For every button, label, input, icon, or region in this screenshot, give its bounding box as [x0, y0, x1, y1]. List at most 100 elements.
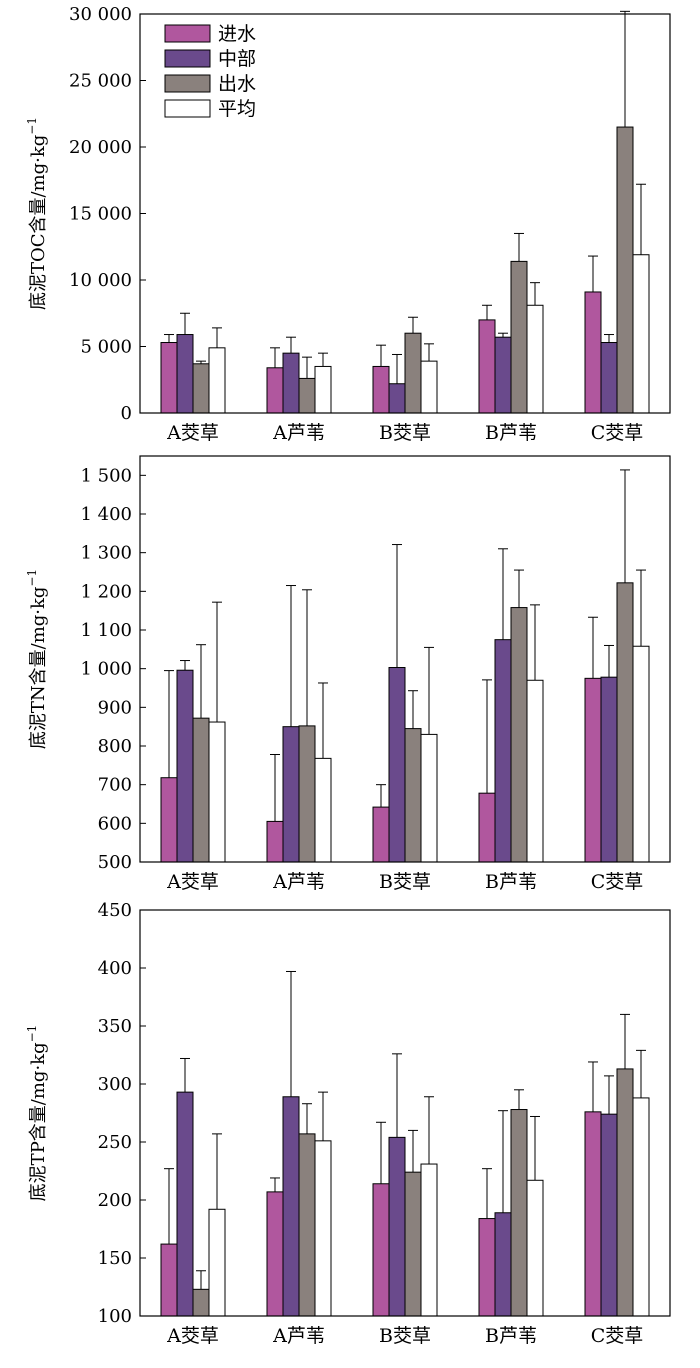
x-tick-label: C茭草 — [591, 422, 644, 444]
bar-进水-B茭草 — [372, 1183, 390, 1317]
bar-进水-C茭草 — [584, 291, 602, 414]
bar-中部-A芦苇 — [282, 352, 300, 414]
x-tick-label: B芦苇 — [485, 1325, 537, 1347]
bar-进水-A芦苇 — [266, 820, 284, 863]
y-tick-label: 1 500 — [80, 465, 132, 486]
bar-中部-C茭草 — [600, 1113, 618, 1317]
y-axis-label-sup: −1 — [25, 569, 39, 587]
legend-label-进水: 进水 — [218, 23, 256, 45]
bar-中部-A芦苇 — [282, 726, 300, 863]
bar-出水-C茭草 — [616, 1068, 634, 1317]
y-axis-label-main: 底泥TP含量/mg·kg — [28, 1042, 49, 1201]
bar-平均-B茭草 — [420, 360, 438, 414]
bar-出水-A芦苇 — [298, 377, 316, 414]
x-tick-label: A茭草 — [166, 871, 219, 893]
bar-进水-B茭草 — [372, 806, 390, 863]
bar-平均-C茭草 — [632, 645, 650, 863]
chart-panel-1: A茭草 A芦苇 B茭草 B芦苇 C茭草 0 5 000 10 000 15 000 20 000 2… — [25, 4, 671, 444]
bar-中部-A茭草 — [176, 669, 194, 863]
bar-平均-B芦苇 — [526, 679, 544, 863]
y-tick-label: 900 — [98, 697, 132, 718]
legend-swatch-进水 — [164, 24, 211, 43]
bar-中部-B茭草 — [388, 383, 406, 414]
bar-平均-B芦苇 — [526, 304, 544, 414]
plot-frame — [139, 13, 671, 414]
y-tick-label: 1 300 — [80, 543, 132, 564]
bar-出水-C茭草 — [616, 582, 634, 863]
y-axis-label: 底泥TP含量/mg·kg−1 — [25, 1025, 49, 1202]
bar-中部-C茭草 — [600, 342, 618, 414]
y-tick-label: 600 — [98, 813, 132, 834]
bar-进水-B茭草 — [372, 365, 390, 414]
y-tick-label: 200 — [98, 1190, 132, 1211]
bar-进水-B芦苇 — [478, 319, 496, 414]
bar-平均-A茭草 — [208, 1208, 226, 1317]
legend-label-平均: 平均 — [218, 98, 256, 120]
y-tick-label: 300 — [98, 1074, 132, 1095]
plot-frame — [139, 909, 671, 1317]
bar-平均-A茭草 — [208, 347, 226, 414]
y-tick-label: 1 100 — [80, 620, 132, 641]
chart-panel-2: A茭草 A芦苇 B茭草 B芦苇 C茭草 500 600 700 800 900 1 000 1 100… — [25, 455, 671, 893]
x-tick-label: A茭草 — [166, 1325, 219, 1347]
y-tick-label: 1 000 — [80, 659, 132, 680]
bar-出水-A芦苇 — [298, 1133, 316, 1317]
bar-中部-A茭草 — [176, 1091, 194, 1317]
bar-进水-A茭草 — [160, 777, 178, 863]
bar-出水-B茭草 — [404, 728, 422, 863]
bar-中部-B茭草 — [388, 1136, 406, 1317]
bar-中部-A茭草 — [176, 334, 194, 414]
x-tick-label: A芦苇 — [272, 1325, 325, 1347]
y-tick-label: 800 — [98, 736, 132, 757]
x-tick-label: C茭草 — [591, 1325, 644, 1347]
bar-出水-A芦苇 — [298, 725, 316, 863]
bar-进水-A芦苇 — [266, 367, 284, 414]
bar-进水-B芦苇 — [478, 792, 496, 863]
bar-出水-A茭草 — [192, 363, 210, 414]
y-tick-label: 500 — [98, 852, 132, 873]
x-tick-label: B芦苇 — [485, 871, 537, 893]
y-tick-label: 1 400 — [80, 504, 132, 525]
bar-平均-B茭草 — [420, 1163, 438, 1317]
bar-平均-B芦苇 — [526, 1179, 544, 1317]
y-tick-label: 1 200 — [80, 581, 132, 602]
legend-swatch-平均 — [164, 99, 211, 118]
y-tick-label: 400 — [98, 958, 132, 979]
bar-进水-B芦苇 — [478, 1218, 496, 1317]
y-tick-label: 0 — [121, 403, 132, 424]
legend-swatch-中部 — [164, 49, 211, 68]
bar-平均-A茭草 — [208, 721, 226, 863]
bar-出水-A茭草 — [192, 717, 210, 863]
y-axis-label: 底泥TN含量/mg·kg−1 — [25, 569, 49, 749]
y-tick-label: 10 000 — [69, 270, 132, 291]
bar-平均-A芦苇 — [314, 1140, 332, 1317]
x-tick-label: B茭草 — [379, 422, 431, 444]
bar-出水-C茭草 — [616, 126, 634, 414]
bar-出水-B芦苇 — [510, 260, 528, 414]
bar-平均-B茭草 — [420, 733, 438, 863]
y-axis-label-main: 底泥TN含量/mg·kg — [28, 587, 49, 750]
bar-进水-C茭草 — [584, 1111, 602, 1317]
y-tick-label: 350 — [98, 1016, 132, 1037]
bar-进水-A芦苇 — [266, 1191, 284, 1317]
y-tick-label: 250 — [98, 1132, 132, 1153]
y-tick-label: 700 — [98, 775, 132, 796]
bar-中部-A芦苇 — [282, 1096, 300, 1317]
x-tick-label: C茭草 — [591, 871, 644, 893]
bar-平均-A芦苇 — [314, 757, 332, 863]
bar-出水-B芦苇 — [510, 1109, 528, 1317]
chart-panel-3: A茭草 A芦苇 B茭草 B芦苇 C茭草 100 150 200 250 300 350 400 450 底… — [25, 900, 671, 1347]
y-tick-label: 100 — [98, 1306, 132, 1327]
x-tick-label: B芦苇 — [485, 422, 537, 444]
legend-label-出水: 出水 — [218, 73, 256, 95]
y-tick-label: 30 000 — [69, 4, 132, 25]
y-axis-label-sup: −1 — [25, 1025, 39, 1043]
legend-label-中部: 中部 — [218, 48, 256, 70]
bar-进水-A茭草 — [160, 1243, 178, 1317]
bar-中部-B芦苇 — [494, 336, 512, 414]
bar-中部-C茭草 — [600, 676, 618, 863]
bar-出水-B茭草 — [404, 1171, 422, 1317]
